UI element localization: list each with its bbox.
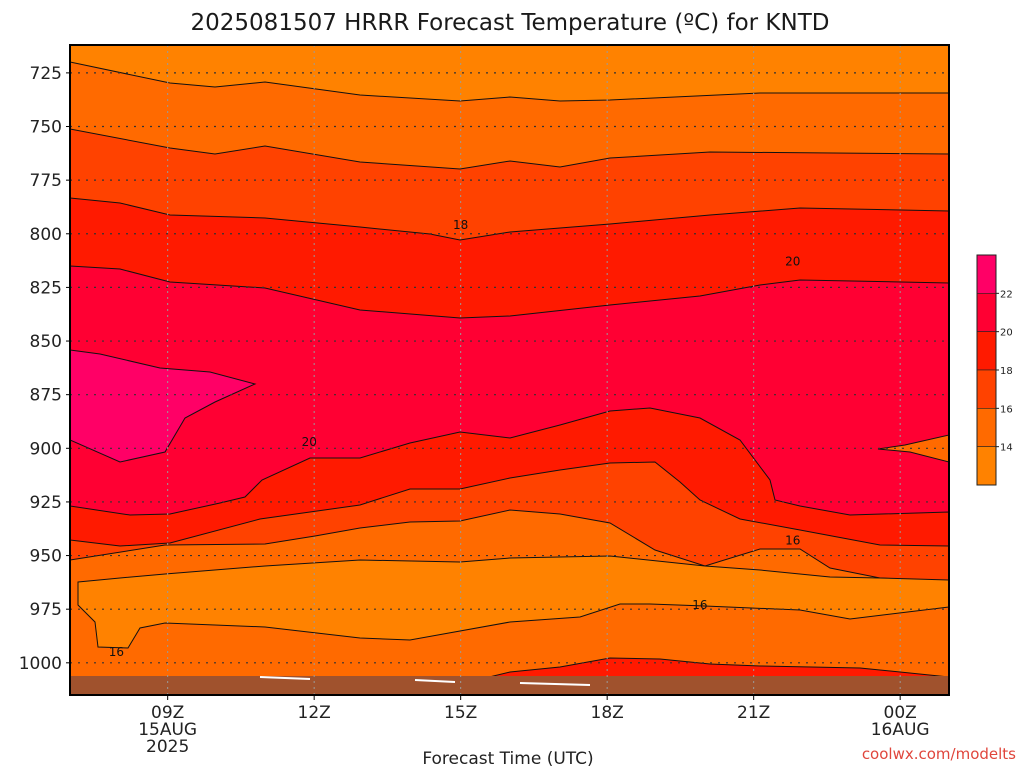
band-fill-22-plus bbox=[70, 349, 257, 463]
colorbar-label: 20 bbox=[1000, 328, 1013, 339]
colorbar-label: 14 bbox=[1000, 443, 1013, 454]
y-tick-label: 725 bbox=[30, 64, 62, 84]
contour-label: 18 bbox=[453, 218, 468, 232]
y-tick-label: 750 bbox=[30, 118, 62, 138]
y-tick-label: 900 bbox=[30, 439, 62, 459]
colorbar-swatch bbox=[976, 254, 997, 294]
y-tick-label: 925 bbox=[30, 493, 62, 513]
colorbar: 22 20 18 16 14 bbox=[976, 254, 1013, 486]
y-tick-label: 1000 bbox=[19, 654, 62, 674]
colorbar-swatch bbox=[976, 293, 997, 332]
x-tick-label: 18Z bbox=[591, 703, 624, 723]
x-tick-label: 15AUG bbox=[138, 720, 197, 740]
contour-label: 20 bbox=[785, 255, 800, 269]
x-tick-label: 09Z bbox=[151, 703, 184, 723]
contour-labels: 18 20 20 16 16 16 bbox=[109, 218, 801, 659]
colorbar-swatch bbox=[976, 446, 997, 486]
ground-strip bbox=[70, 676, 949, 695]
contour-label: 16 bbox=[692, 598, 707, 612]
colorbar-swatch bbox=[976, 369, 997, 409]
y-tick-label: 850 bbox=[30, 332, 62, 352]
colorbar-swatch bbox=[976, 331, 997, 371]
x-tick-label: 00Z bbox=[884, 703, 917, 723]
y-tick-label: 800 bbox=[30, 225, 62, 245]
contour-label: 20 bbox=[302, 435, 317, 449]
x-tick-label: 15Z bbox=[444, 703, 477, 723]
y-tick-label: 875 bbox=[30, 386, 62, 406]
x-tick-label: 16AUG bbox=[871, 720, 930, 740]
x-tick-label: 21Z bbox=[737, 703, 770, 723]
x-tick-label: 12Z bbox=[298, 703, 331, 723]
contour-label: 16 bbox=[109, 645, 124, 659]
chart-title: 2025081507 HRRR Forecast Temperature (ºC… bbox=[191, 10, 830, 36]
y-tick-label: 950 bbox=[30, 547, 62, 567]
colorbar-swatch bbox=[976, 408, 997, 447]
y-tick-label: 775 bbox=[30, 171, 62, 191]
band-fill-14-16-surface bbox=[77, 555, 949, 649]
temperature-field bbox=[70, 45, 949, 695]
credit-text: coolwx.com/modelts bbox=[862, 745, 1016, 763]
colorbar-label: 18 bbox=[1000, 366, 1013, 377]
plot-frame bbox=[69, 44, 950, 696]
y-tick-label: 825 bbox=[30, 278, 62, 298]
y-tick-label: 975 bbox=[30, 600, 62, 620]
ground-edge-highlight bbox=[259, 676, 591, 686]
colorbar-label: 22 bbox=[1000, 289, 1013, 300]
x-axis-title: Forecast Time (UTC) bbox=[422, 749, 593, 768]
contour-label: 16 bbox=[785, 534, 800, 548]
x-tick-label: 2025 bbox=[146, 737, 189, 757]
band-fill-14-16-right bbox=[877, 434, 949, 463]
colorbar-label: 16 bbox=[1000, 404, 1013, 415]
grid-lines bbox=[70, 45, 949, 695]
y-axis-labels: 725 750 775 800 825 850 875 900 925 950 975 1000 bbox=[19, 64, 70, 674]
